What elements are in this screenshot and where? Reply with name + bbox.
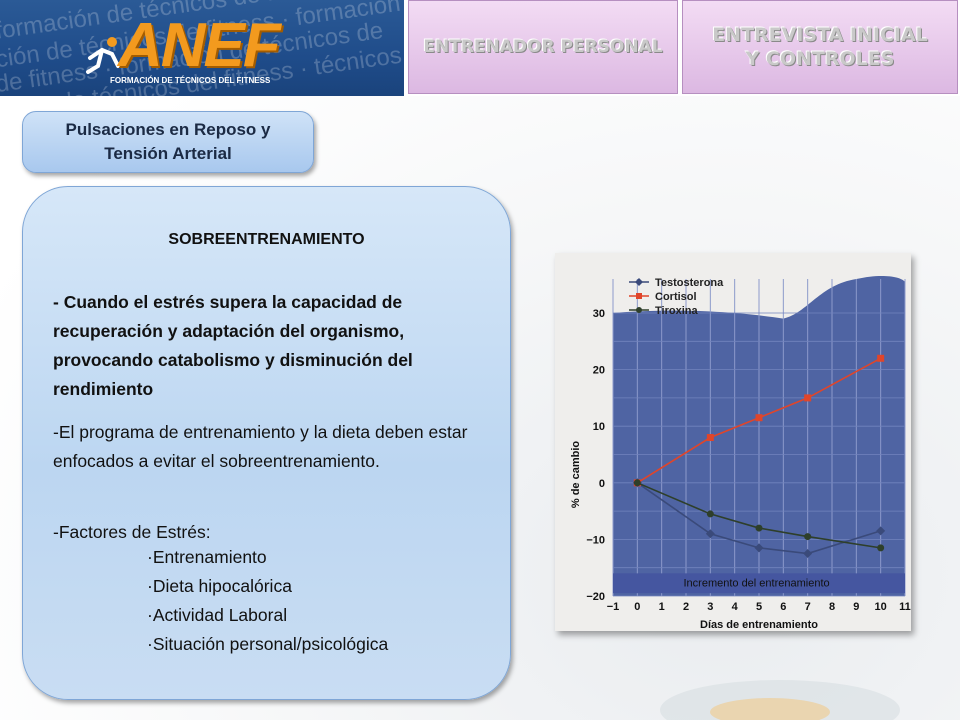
x-tick-label: 9 <box>853 601 859 613</box>
data-point <box>877 544 885 552</box>
data-point <box>706 510 714 518</box>
x-tick-label: 5 <box>756 601 762 613</box>
content-card: SOBREENTRENAMIENTO - Cuando el estrés su… <box>22 186 511 700</box>
decorative-background-shape <box>660 680 900 720</box>
factor-item: ·Situación personal/psicológica <box>147 634 389 654</box>
annotation-band <box>613 573 905 594</box>
y-tick-label: −10 <box>586 534 605 546</box>
section-title: Pulsaciones en Reposo y Tensión Arterial <box>22 111 314 173</box>
legend-marker <box>635 278 643 286</box>
card-title: SOBREENTRENAMIENTO <box>168 231 365 248</box>
logo-banner: formación de técnicos de fitness ción de… <box>0 0 404 96</box>
data-point <box>755 414 763 422</box>
nav-button-entrevista-inicial[interactable]: ENTREVISTA INICIAL Y CONTROLES <box>682 0 958 94</box>
x-tick-label: 1 <box>659 601 665 613</box>
data-point <box>804 533 812 541</box>
factor-item: ·Entrenamiento <box>147 547 267 567</box>
legend-label: Tiroxina <box>655 305 698 317</box>
logo-subtitle: FORMACIÓN DE TÉCNICOS DEL FITNESS <box>110 76 271 85</box>
x-tick-label: −1 <box>607 601 620 613</box>
data-point <box>877 354 885 362</box>
paragraph-definition: - Cuando el estrés supera la capacidad d… <box>53 292 413 399</box>
chart-svg: Incremento del entrenamiento−1 0 1 2 3 4 5 6 7 8 9… <box>570 275 911 631</box>
legend-label: Cortisol <box>655 291 697 303</box>
logo-text: ANEF <box>118 11 281 80</box>
factor-item: ·Actividad Laboral <box>147 605 288 625</box>
nav-button-entrenador-personal[interactable]: ENTRENADOR PERSONAL <box>408 0 678 94</box>
x-tick-label: 6 <box>780 601 786 613</box>
x-tick-label: 10 <box>875 601 887 613</box>
data-point <box>804 394 812 402</box>
data-point <box>706 434 714 442</box>
legend-marker <box>636 293 642 299</box>
y-tick-label: 20 <box>593 365 605 377</box>
runner-icon <box>86 37 120 74</box>
chart-annotation: Incremento del entrenamiento <box>683 577 829 589</box>
x-tick-label: 2 <box>683 601 689 613</box>
data-point <box>705 529 715 539</box>
y-tick-label: −20 <box>586 591 605 603</box>
data-point <box>876 526 886 536</box>
hormone-chart: Incremento del entrenamiento −1 0 1 2 3 4 5 6 7 8 9… <box>555 253 911 631</box>
y-tick-label: 10 <box>593 421 605 433</box>
x-tick-label: 3 <box>707 601 713 613</box>
data-point <box>755 524 763 532</box>
paragraph-program: -El programa de entrenamiento y la dieta… <box>53 422 468 471</box>
data-point <box>754 543 764 553</box>
factor-item: ·Dieta hipocalórica <box>147 576 292 596</box>
legend-marker <box>636 307 642 313</box>
header: formación de técnicos de fitness ción de… <box>0 0 960 96</box>
x-axis-label: Días de entrenamiento <box>700 619 818 631</box>
data-point <box>803 549 813 559</box>
x-tick-label: 4 <box>732 601 739 613</box>
y-tick-label: 30 <box>593 308 605 320</box>
y-axis-label: % de cambio <box>570 441 582 509</box>
paragraph-factors-heading: -Factores de Estrés: <box>53 522 211 542</box>
data-point <box>633 479 641 487</box>
y-tick-label: 0 <box>599 478 605 490</box>
x-tick-label: 0 <box>634 601 640 613</box>
x-tick-label: 7 <box>805 601 811 613</box>
x-tick-label: 11 <box>899 601 911 613</box>
x-tick-label: 8 <box>829 601 835 613</box>
legend-label: Testosterona <box>655 277 724 289</box>
